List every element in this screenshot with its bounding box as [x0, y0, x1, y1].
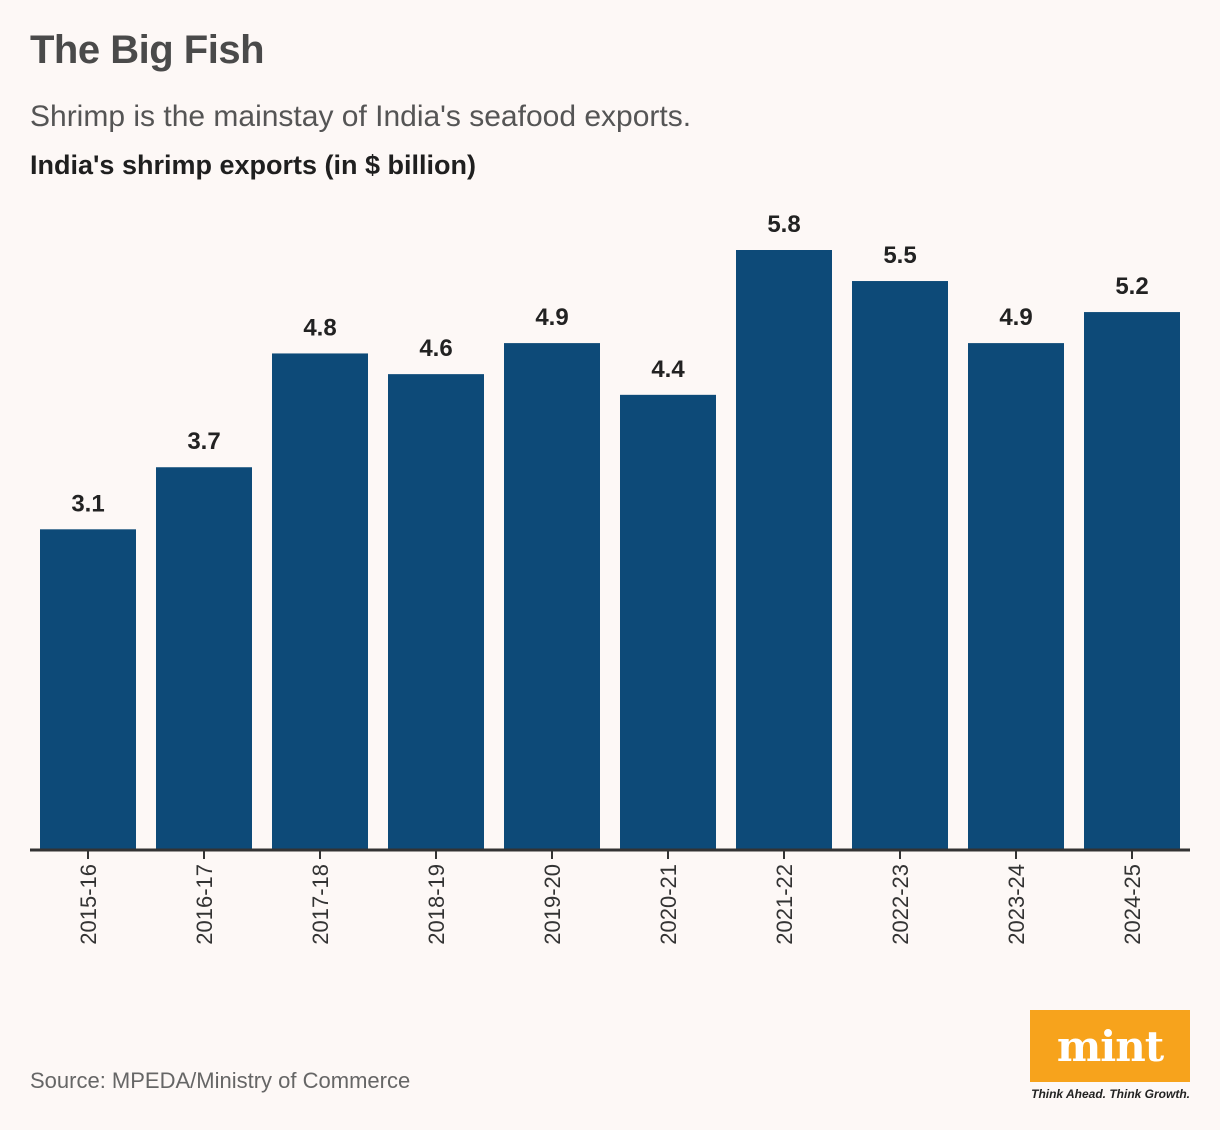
mint-logo: mint: [1030, 1010, 1190, 1082]
page-subtitle: Shrimp is the mainstay of India's seafoo…: [30, 100, 692, 133]
x-tick-label: 2022-23: [888, 864, 913, 945]
value-label: 5.2: [1115, 273, 1148, 300]
source-note: Source: MPEDA/Ministry of Commerce: [30, 1068, 411, 1093]
value-label: 4.9: [999, 304, 1032, 331]
x-tick-label: 2020-21: [656, 864, 681, 945]
value-label: 4.6: [419, 335, 452, 362]
x-tick-label: 2016-17: [192, 864, 217, 945]
bar-2022-23: [852, 281, 948, 850]
bar-2018-19: [388, 374, 484, 850]
bar-chart: 3.1 2015-16 3.7 2016-17 4.8 2017-18 4.6 2018-19…: [30, 211, 1190, 945]
logo-tagline: Think Ahead. Think Growth.: [1031, 1087, 1190, 1101]
value-label: 4.9: [535, 304, 568, 331]
value-label: 5.8: [767, 211, 800, 238]
value-label: 3.1: [71, 490, 104, 517]
bar-2017-18: [272, 353, 368, 850]
bar-2023-24: [968, 343, 1064, 850]
x-tick-label: 2023-24: [1004, 864, 1029, 945]
bar-2019-20: [504, 343, 600, 850]
bar-2021-22: [736, 250, 832, 850]
bar-2015-16: [40, 529, 136, 850]
bar-2024-25: [1084, 312, 1180, 850]
chart-title: India's shrimp exports (in $ billion): [30, 150, 476, 180]
x-tick-label: 2021-22: [772, 864, 797, 945]
value-label: 5.5: [883, 242, 916, 269]
value-label: 3.7: [187, 428, 220, 455]
x-tick-label: 2018-19: [424, 864, 449, 945]
page-title: The Big Fish: [30, 28, 265, 72]
bar-2016-17: [156, 467, 252, 850]
value-label: 4.4: [651, 356, 685, 383]
x-tick-label: 2015-16: [76, 864, 101, 945]
bar-2020-21: [620, 394, 716, 850]
x-tick-label: 2019-20: [540, 864, 565, 945]
x-tick-label: 2024-25: [1120, 864, 1145, 945]
value-label: 4.8: [303, 314, 336, 341]
x-tick-label: 2017-18: [308, 864, 333, 945]
